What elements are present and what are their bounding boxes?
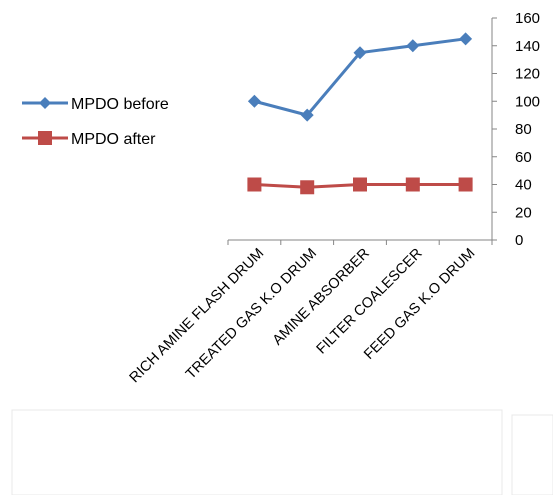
- data-point: [353, 177, 367, 192]
- y-tick-label: 40: [515, 177, 532, 194]
- lower-left-box: [11, 409, 503, 495]
- lower-right-box: [511, 414, 553, 495]
- series-layer: [247, 32, 473, 195]
- data-point: [353, 46, 367, 60]
- legend-marker: [38, 131, 52, 145]
- legend-marker: [39, 97, 51, 109]
- data-point: [458, 177, 473, 192]
- y-tick-label: 60: [515, 149, 532, 166]
- series-0: [247, 32, 473, 122]
- data-point: [247, 94, 261, 108]
- y-tick-label: 100: [515, 93, 540, 110]
- legend-entry: MPDO after: [22, 131, 156, 148]
- data-point: [300, 108, 314, 122]
- y-tick-label: 140: [515, 38, 540, 55]
- y-tick-label: 80: [515, 121, 532, 138]
- y-tick-label: 120: [515, 66, 540, 83]
- legend-entry: MPDO before: [22, 96, 169, 113]
- data-point: [247, 177, 262, 192]
- data-point: [300, 180, 315, 195]
- y-tick-label: 20: [515, 204, 532, 221]
- data-point: [405, 177, 420, 192]
- legend-label: MPDO before: [71, 96, 169, 113]
- data-point: [406, 39, 420, 53]
- series-1: [247, 177, 473, 195]
- y-tick-label: 160: [515, 10, 540, 27]
- data-point: [459, 32, 473, 46]
- legend-label: MPDO after: [71, 131, 156, 148]
- legend: MPDO before MPDO after: [22, 96, 169, 148]
- y-tick-label: 0: [515, 232, 523, 249]
